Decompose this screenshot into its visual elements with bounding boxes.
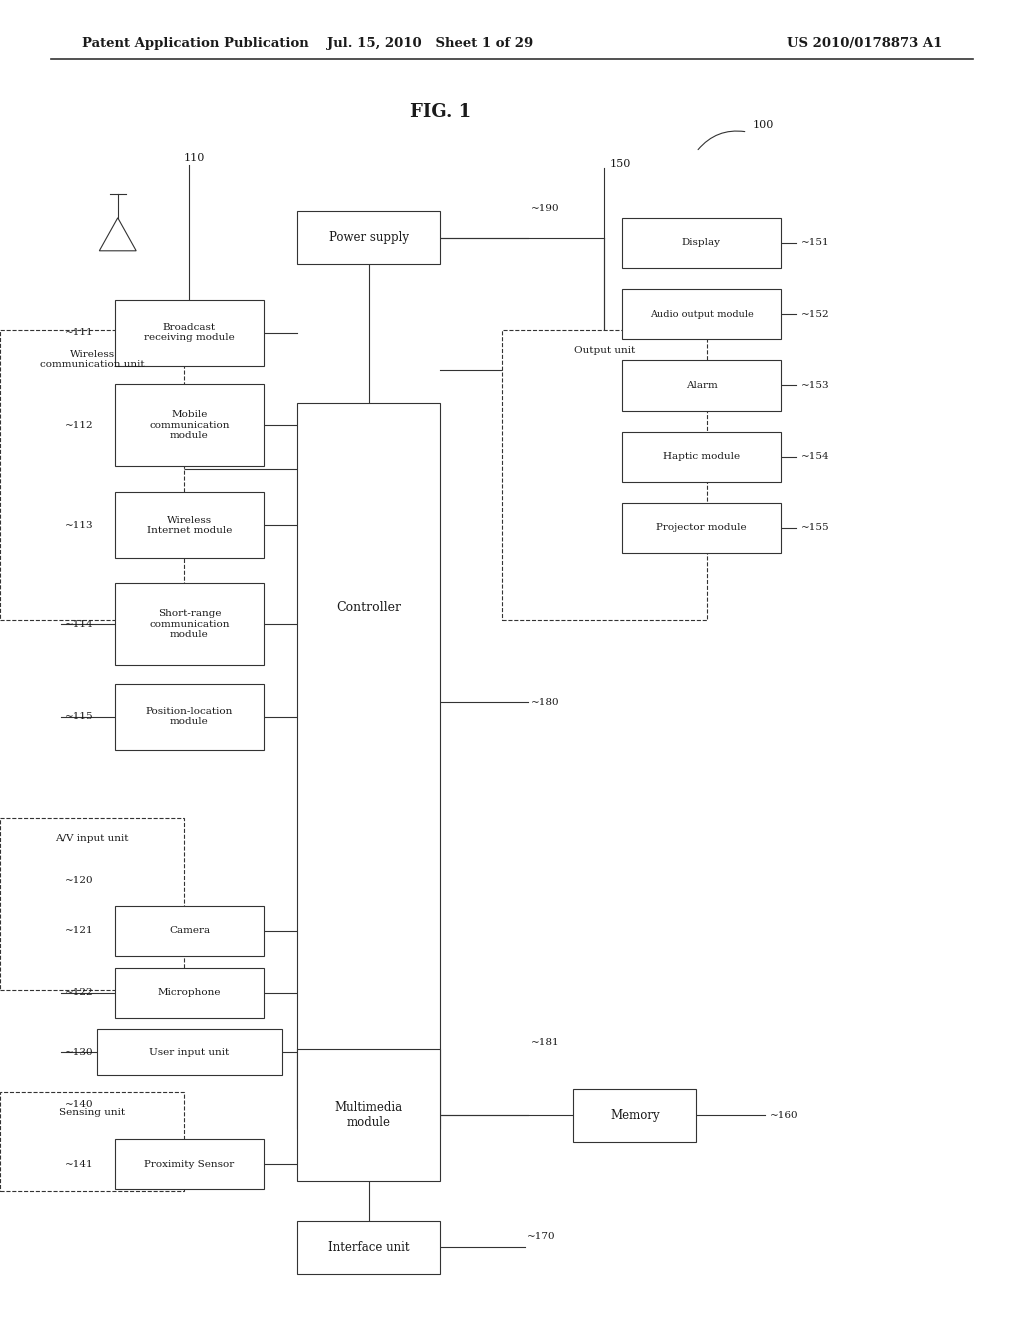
Text: Wireless
communication unit: Wireless communication unit (40, 350, 144, 370)
FancyBboxPatch shape (297, 211, 440, 264)
Text: Power supply: Power supply (329, 231, 409, 244)
Text: Controller: Controller (336, 601, 401, 614)
FancyBboxPatch shape (297, 1049, 440, 1181)
Text: ~153: ~153 (801, 381, 829, 389)
FancyBboxPatch shape (623, 432, 781, 482)
FancyBboxPatch shape (297, 1221, 440, 1274)
Text: ~155: ~155 (801, 524, 829, 532)
Text: Output unit: Output unit (573, 346, 635, 355)
Text: ~160: ~160 (770, 1111, 799, 1119)
Text: ~111: ~111 (65, 329, 93, 337)
FancyBboxPatch shape (502, 330, 707, 620)
Text: Audio output module: Audio output module (649, 310, 754, 318)
Text: Broadcast
receiving module: Broadcast receiving module (144, 323, 234, 342)
Text: ~190: ~190 (530, 205, 559, 213)
Text: Camera: Camera (169, 927, 210, 935)
Text: ~120: ~120 (65, 876, 93, 884)
Text: 110: 110 (184, 153, 205, 164)
FancyBboxPatch shape (115, 968, 264, 1018)
Text: ~115: ~115 (65, 713, 93, 721)
Text: Jul. 15, 2010   Sheet 1 of 29: Jul. 15, 2010 Sheet 1 of 29 (327, 37, 534, 50)
FancyBboxPatch shape (623, 503, 781, 553)
FancyBboxPatch shape (623, 360, 781, 411)
FancyBboxPatch shape (115, 300, 264, 366)
Text: ~141: ~141 (65, 1160, 93, 1168)
Text: Proximity Sensor: Proximity Sensor (144, 1160, 234, 1168)
FancyBboxPatch shape (115, 684, 264, 750)
Text: ~152: ~152 (801, 310, 829, 318)
Text: Mobile
communication
module: Mobile communication module (150, 411, 229, 440)
Text: ~154: ~154 (801, 453, 829, 461)
Text: ~112: ~112 (65, 421, 93, 429)
Text: ~181: ~181 (530, 1039, 559, 1047)
Text: ~180: ~180 (530, 698, 559, 706)
Text: FIG. 1: FIG. 1 (410, 103, 471, 121)
FancyBboxPatch shape (623, 289, 781, 339)
FancyBboxPatch shape (115, 384, 264, 466)
Text: Alarm: Alarm (685, 381, 718, 389)
Text: ~113: ~113 (65, 521, 93, 529)
Text: Position-location
module: Position-location module (145, 708, 233, 726)
Text: Multimedia
module: Multimedia module (335, 1101, 402, 1130)
Text: Projector module: Projector module (656, 524, 746, 532)
Text: Memory: Memory (610, 1109, 659, 1122)
Text: ~114: ~114 (65, 620, 93, 628)
Text: ~122: ~122 (65, 989, 93, 997)
Text: Patent Application Publication: Patent Application Publication (82, 37, 308, 50)
FancyBboxPatch shape (97, 1030, 282, 1074)
FancyBboxPatch shape (0, 1093, 184, 1191)
Text: A/V input unit: A/V input unit (55, 834, 129, 843)
FancyBboxPatch shape (0, 330, 184, 620)
FancyBboxPatch shape (115, 1139, 264, 1189)
FancyBboxPatch shape (0, 818, 184, 990)
FancyBboxPatch shape (115, 492, 264, 558)
Text: Haptic module: Haptic module (663, 453, 740, 461)
Text: Short-range
communication
module: Short-range communication module (150, 610, 229, 639)
FancyBboxPatch shape (573, 1089, 696, 1142)
FancyBboxPatch shape (115, 906, 264, 956)
Text: ~170: ~170 (527, 1233, 556, 1241)
Text: User input unit: User input unit (150, 1048, 229, 1056)
Text: US 2010/0178873 A1: US 2010/0178873 A1 (786, 37, 942, 50)
Text: ~140: ~140 (65, 1101, 93, 1109)
Text: ~151: ~151 (801, 239, 829, 247)
Text: Microphone: Microphone (158, 989, 221, 997)
Text: Wireless
Internet module: Wireless Internet module (146, 516, 232, 535)
FancyBboxPatch shape (115, 583, 264, 665)
FancyBboxPatch shape (623, 218, 781, 268)
Text: 150: 150 (609, 158, 631, 169)
Text: 100: 100 (753, 120, 774, 131)
Text: Interface unit: Interface unit (328, 1241, 410, 1254)
Text: ~130: ~130 (65, 1048, 93, 1056)
Text: Sensing unit: Sensing unit (59, 1109, 125, 1117)
FancyBboxPatch shape (297, 403, 440, 1129)
Text: Display: Display (682, 239, 721, 247)
Text: ~121: ~121 (65, 927, 93, 935)
